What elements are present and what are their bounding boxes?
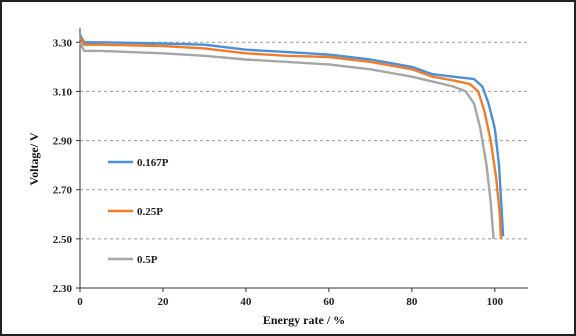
y-tick-label: 2.90 — [53, 136, 73, 148]
x-tick-label: 40 — [240, 296, 252, 308]
legend-label: 0.25P — [137, 206, 163, 218]
x-tick-label: 20 — [157, 296, 169, 308]
y-tick-label: 2.50 — [53, 234, 73, 246]
y-tick-label: 3.10 — [53, 86, 73, 98]
series-line-0.25P — [78, 36, 503, 239]
y-tick-label: 2.30 — [53, 283, 73, 295]
legend-label: 0.167P — [137, 157, 169, 169]
series-line-0.167P — [78, 34, 505, 237]
x-tick-label: 80 — [406, 296, 418, 308]
y-axis-title: Voltage/ V — [27, 132, 41, 185]
series-line-0.5P — [78, 41, 495, 239]
y-tick-label: 2.70 — [53, 185, 73, 197]
legend-label: 0.5P — [137, 254, 158, 266]
x-tick-label: 0 — [77, 296, 83, 308]
x-tick-label: 100 — [487, 296, 504, 308]
x-axis-title: Energy rate / % — [263, 313, 345, 327]
y-tick-label: 3.30 — [53, 37, 73, 49]
x-tick-label: 60 — [323, 296, 335, 308]
